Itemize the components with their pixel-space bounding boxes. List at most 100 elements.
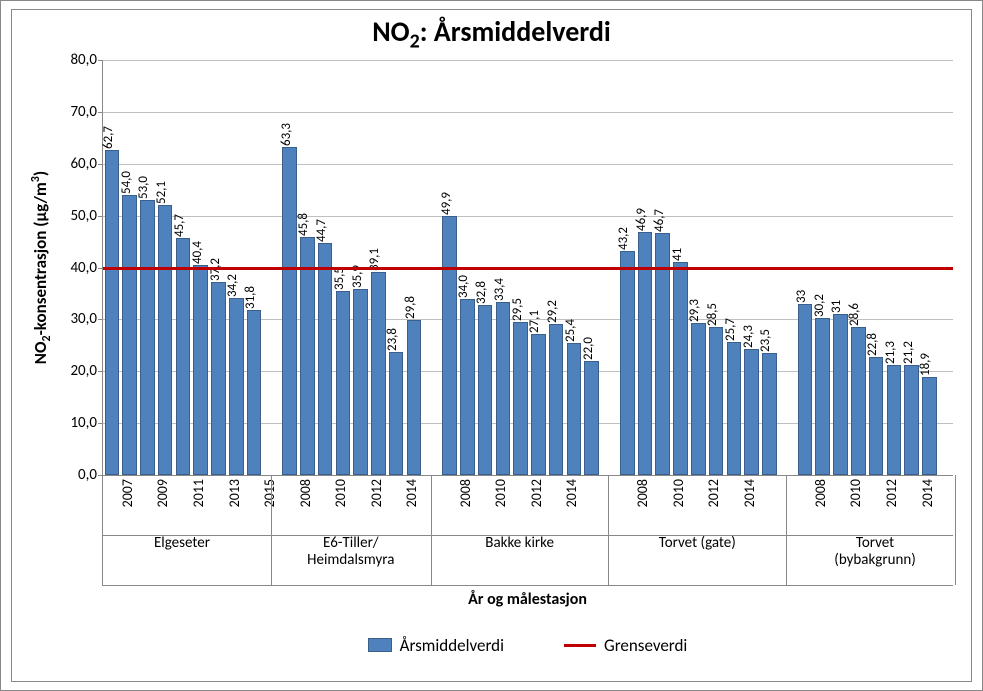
bar: 33,4: [496, 302, 511, 475]
bar: 25,7: [727, 342, 742, 475]
bar: 34,0: [460, 299, 475, 475]
bar: 18,9: [922, 377, 937, 475]
x-year-label: 2010: [848, 479, 865, 507]
bar: 22,0: [584, 361, 599, 475]
x-group-label: Torvet (gate): [617, 535, 777, 552]
ytick-label: 30,0: [70, 310, 97, 328]
legend-swatch-line: [564, 644, 596, 647]
bar: 27,1: [531, 334, 546, 475]
bar: 24,3: [744, 349, 759, 475]
x-row-bottom: [102, 585, 953, 586]
x-axis-title-text: År og målestasjon: [468, 590, 587, 609]
bar-value-label: 21,2: [901, 341, 916, 364]
bar-value-label: 41: [670, 248, 685, 261]
x-year-label: 2012: [883, 479, 900, 507]
bar: 35,5: [336, 291, 351, 475]
bar-value-label: 54,0: [119, 171, 134, 194]
bar-value-label: 30,2: [812, 294, 827, 317]
bar-value-label: 33: [794, 290, 809, 303]
bar: 29,5: [513, 322, 528, 475]
bar: 29,8: [407, 320, 422, 475]
x-year-label: 2014: [563, 479, 580, 507]
chart-title: NO2: Årsmiddelverdi: [12, 14, 971, 54]
bar-value-label: 45,8: [296, 213, 311, 236]
bar-value-label: 22,0: [581, 337, 596, 360]
bar-value-label: 29,5: [510, 298, 525, 321]
x-year-label: 2015: [261, 479, 278, 507]
bar-value-label: 22,8: [865, 333, 880, 356]
bar: 30,2: [815, 318, 830, 475]
bar: 31,8: [247, 310, 262, 475]
bar: 28,5: [709, 327, 724, 475]
bar: 37,2: [211, 282, 226, 475]
bar: 44,7: [318, 243, 333, 475]
bar-value-label: 40,4: [190, 241, 205, 264]
bar-value-label: 49,9: [439, 192, 454, 215]
x-year-label: 2011: [190, 479, 207, 507]
bar-value-label: 52,1: [154, 181, 169, 204]
bar-value-label: 25,4: [563, 319, 578, 342]
x-year-labels: 2007200920112013201520082010201220142008…: [102, 475, 953, 535]
ytick-label: 70,0: [70, 103, 97, 121]
x-year-label: 2008: [297, 479, 314, 507]
bar: 31: [833, 314, 848, 475]
bar-value-label: 29,2: [545, 300, 560, 323]
bar: 35,9: [353, 289, 368, 475]
legend-series-label: Årsmiddelverdi: [400, 635, 504, 656]
x-year-label: 2014: [919, 479, 936, 507]
bar: 53,0: [140, 200, 155, 475]
bar-value-label: 46,9: [634, 208, 649, 231]
bar-value-label: 53,0: [136, 176, 151, 199]
ytick-label: 10,0: [70, 414, 97, 432]
bar-value-label: 21,3: [883, 341, 898, 364]
bar: 21,3: [887, 365, 902, 475]
x-year-label: 2013: [226, 479, 243, 507]
bar: 23,8: [389, 352, 404, 475]
bar-value-label: 31,8: [243, 286, 258, 309]
bar-value-label: 35,5: [332, 267, 347, 290]
bar-value-label: 34,2: [225, 274, 240, 297]
bar-value-label: 32,8: [474, 281, 489, 304]
bar-value-label: 28,6: [847, 303, 862, 326]
bar-value-label: 18,9: [918, 353, 933, 376]
bar-value-label: 63,3: [279, 123, 294, 146]
bar-value-label: 34,0: [456, 275, 471, 298]
legend-item-limit: Grenseverdi: [564, 635, 687, 656]
legend: Årsmiddelverdi Grenseverdi: [102, 625, 953, 665]
bar: 25,4: [567, 343, 582, 475]
bar: 29,3: [691, 323, 706, 475]
x-year-label: 2010: [492, 479, 509, 507]
bar: 45,8: [300, 237, 315, 475]
ytick-label: 80,0: [70, 51, 97, 69]
x-year-label: 2014: [403, 479, 420, 507]
bar: 39,1: [371, 272, 386, 475]
bar: 41: [673, 262, 688, 475]
x-year-label: 2010: [670, 479, 687, 507]
x-year-label: 2007: [119, 479, 136, 507]
bar: 33: [798, 304, 813, 475]
bar-value-label: 24,3: [741, 325, 756, 348]
bar-value-label: 29,3: [687, 299, 702, 322]
bar-value-label: 43,2: [616, 227, 631, 250]
x-group-label: Bakke kirke: [440, 535, 600, 552]
ytick-label: 50,0: [70, 207, 97, 225]
bar-value-label: 23,8: [385, 328, 400, 351]
bar: 21,2: [904, 365, 919, 475]
bar: 43,2: [620, 251, 635, 475]
x-year-label: 2008: [634, 479, 651, 507]
bar-value-label: 31: [829, 300, 844, 313]
ytick-label: 0,0: [78, 466, 97, 484]
bar: 22,8: [869, 357, 884, 475]
ytick-label: 40,0: [70, 259, 97, 277]
bar: 28,6: [851, 327, 866, 475]
legend-item-series: Årsmiddelverdi: [368, 635, 504, 656]
x-group-label: Elgeseter: [102, 535, 262, 552]
bar: 45,7: [176, 238, 191, 475]
bar: 23,5: [762, 353, 777, 475]
bar-value-label: 33,4: [492, 278, 507, 301]
x-year-label: 2012: [706, 479, 723, 507]
legend-swatch-bar: [368, 638, 392, 652]
bar: 63,3: [282, 147, 297, 475]
group-separator: [955, 475, 956, 585]
x-axis-title: År og målestasjon: [102, 590, 953, 609]
